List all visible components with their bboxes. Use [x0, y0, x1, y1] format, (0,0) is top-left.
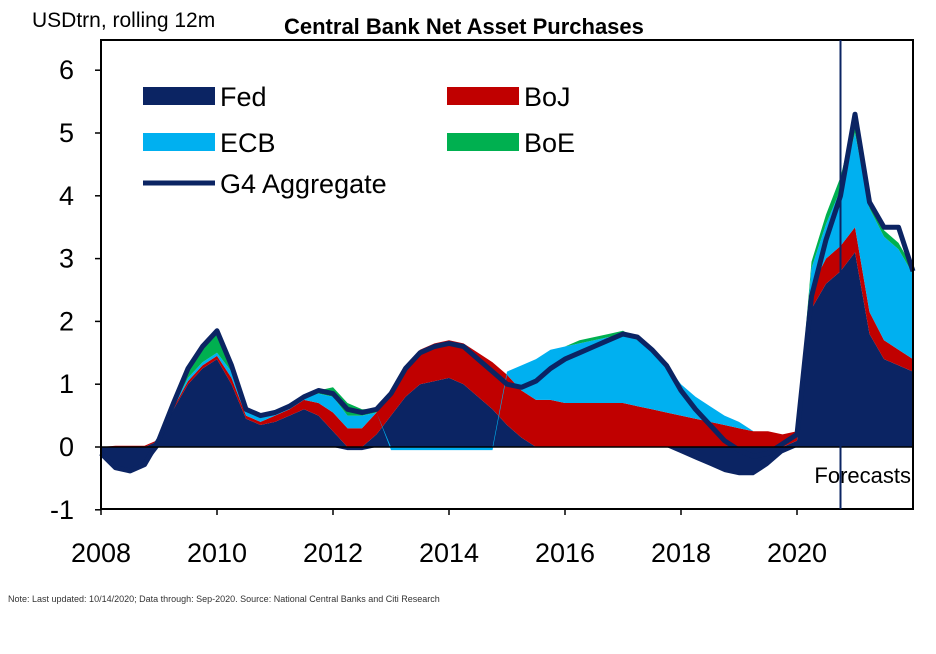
legend-swatch-boe [447, 133, 519, 151]
legend-label-boj: BoJ [524, 82, 571, 112]
area-fed [101, 252, 913, 476]
y-tick-label: 2 [59, 306, 74, 336]
x-tick-label: 2010 [187, 538, 247, 568]
forecasts-label: Forecasts [814, 463, 911, 488]
x-tick-label: 2014 [419, 538, 479, 568]
stacked-area-layer [101, 117, 913, 476]
y-tick-label: 5 [59, 118, 74, 148]
area-boj [101, 227, 913, 447]
x-tick-label: 2012 [303, 538, 363, 568]
legend-swatch-boj [447, 87, 519, 105]
chart: USDtrn, rolling 12m Central Bank Net Ass… [32, 9, 916, 568]
y-axis-units: USDtrn, rolling 12m [32, 9, 215, 32]
chart-title: Central Bank Net Asset Purchases [284, 14, 644, 39]
forecast-marker: Forecasts [814, 40, 911, 509]
legend: Fed BoJ ECB BoE G4 Aggregate [143, 82, 575, 199]
plot-frame [100, 39, 914, 510]
y-tick-label: 6 [59, 55, 74, 85]
y-tick-label: 1 [59, 369, 74, 399]
footnote: Note: Last updated: 10/14/2020; Data thr… [8, 594, 440, 604]
legend-swatch-fed [143, 87, 215, 105]
legend-label-g4-aggregate: G4 Aggregate [220, 169, 387, 199]
legend-label-fed: Fed [220, 82, 267, 112]
y-tick-label: 3 [59, 244, 74, 274]
y-tick-label: -1 [50, 495, 74, 525]
x-tick-label: 2016 [535, 538, 595, 568]
y-axis-ticks: -1 0 1 2 3 4 5 6 [50, 55, 101, 525]
x-tick-label: 2020 [767, 538, 827, 568]
x-axis-ticks: 2008 2010 2012 2014 2016 2018 2020 [71, 509, 827, 568]
y-tick-label: 4 [59, 181, 74, 211]
legend-swatch-ecb [143, 133, 215, 151]
legend-label-ecb: ECB [220, 128, 276, 158]
x-tick-label: 2008 [71, 538, 131, 568]
y-tick-label: 0 [59, 432, 74, 462]
x-tick-label: 2018 [651, 538, 711, 568]
legend-label-boe: BoE [524, 128, 575, 158]
